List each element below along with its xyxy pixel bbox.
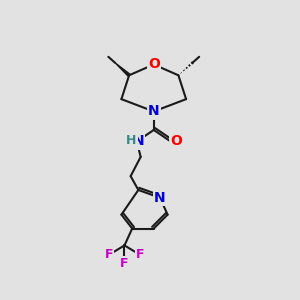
Text: N: N	[133, 134, 144, 148]
Text: F: F	[136, 248, 144, 261]
Text: H: H	[126, 134, 136, 147]
Polygon shape	[115, 63, 130, 76]
Text: N: N	[154, 191, 166, 205]
Text: F: F	[120, 257, 129, 270]
Text: O: O	[148, 58, 160, 71]
Text: F: F	[105, 248, 113, 261]
Text: N: N	[148, 104, 160, 118]
Text: O: O	[170, 134, 182, 148]
